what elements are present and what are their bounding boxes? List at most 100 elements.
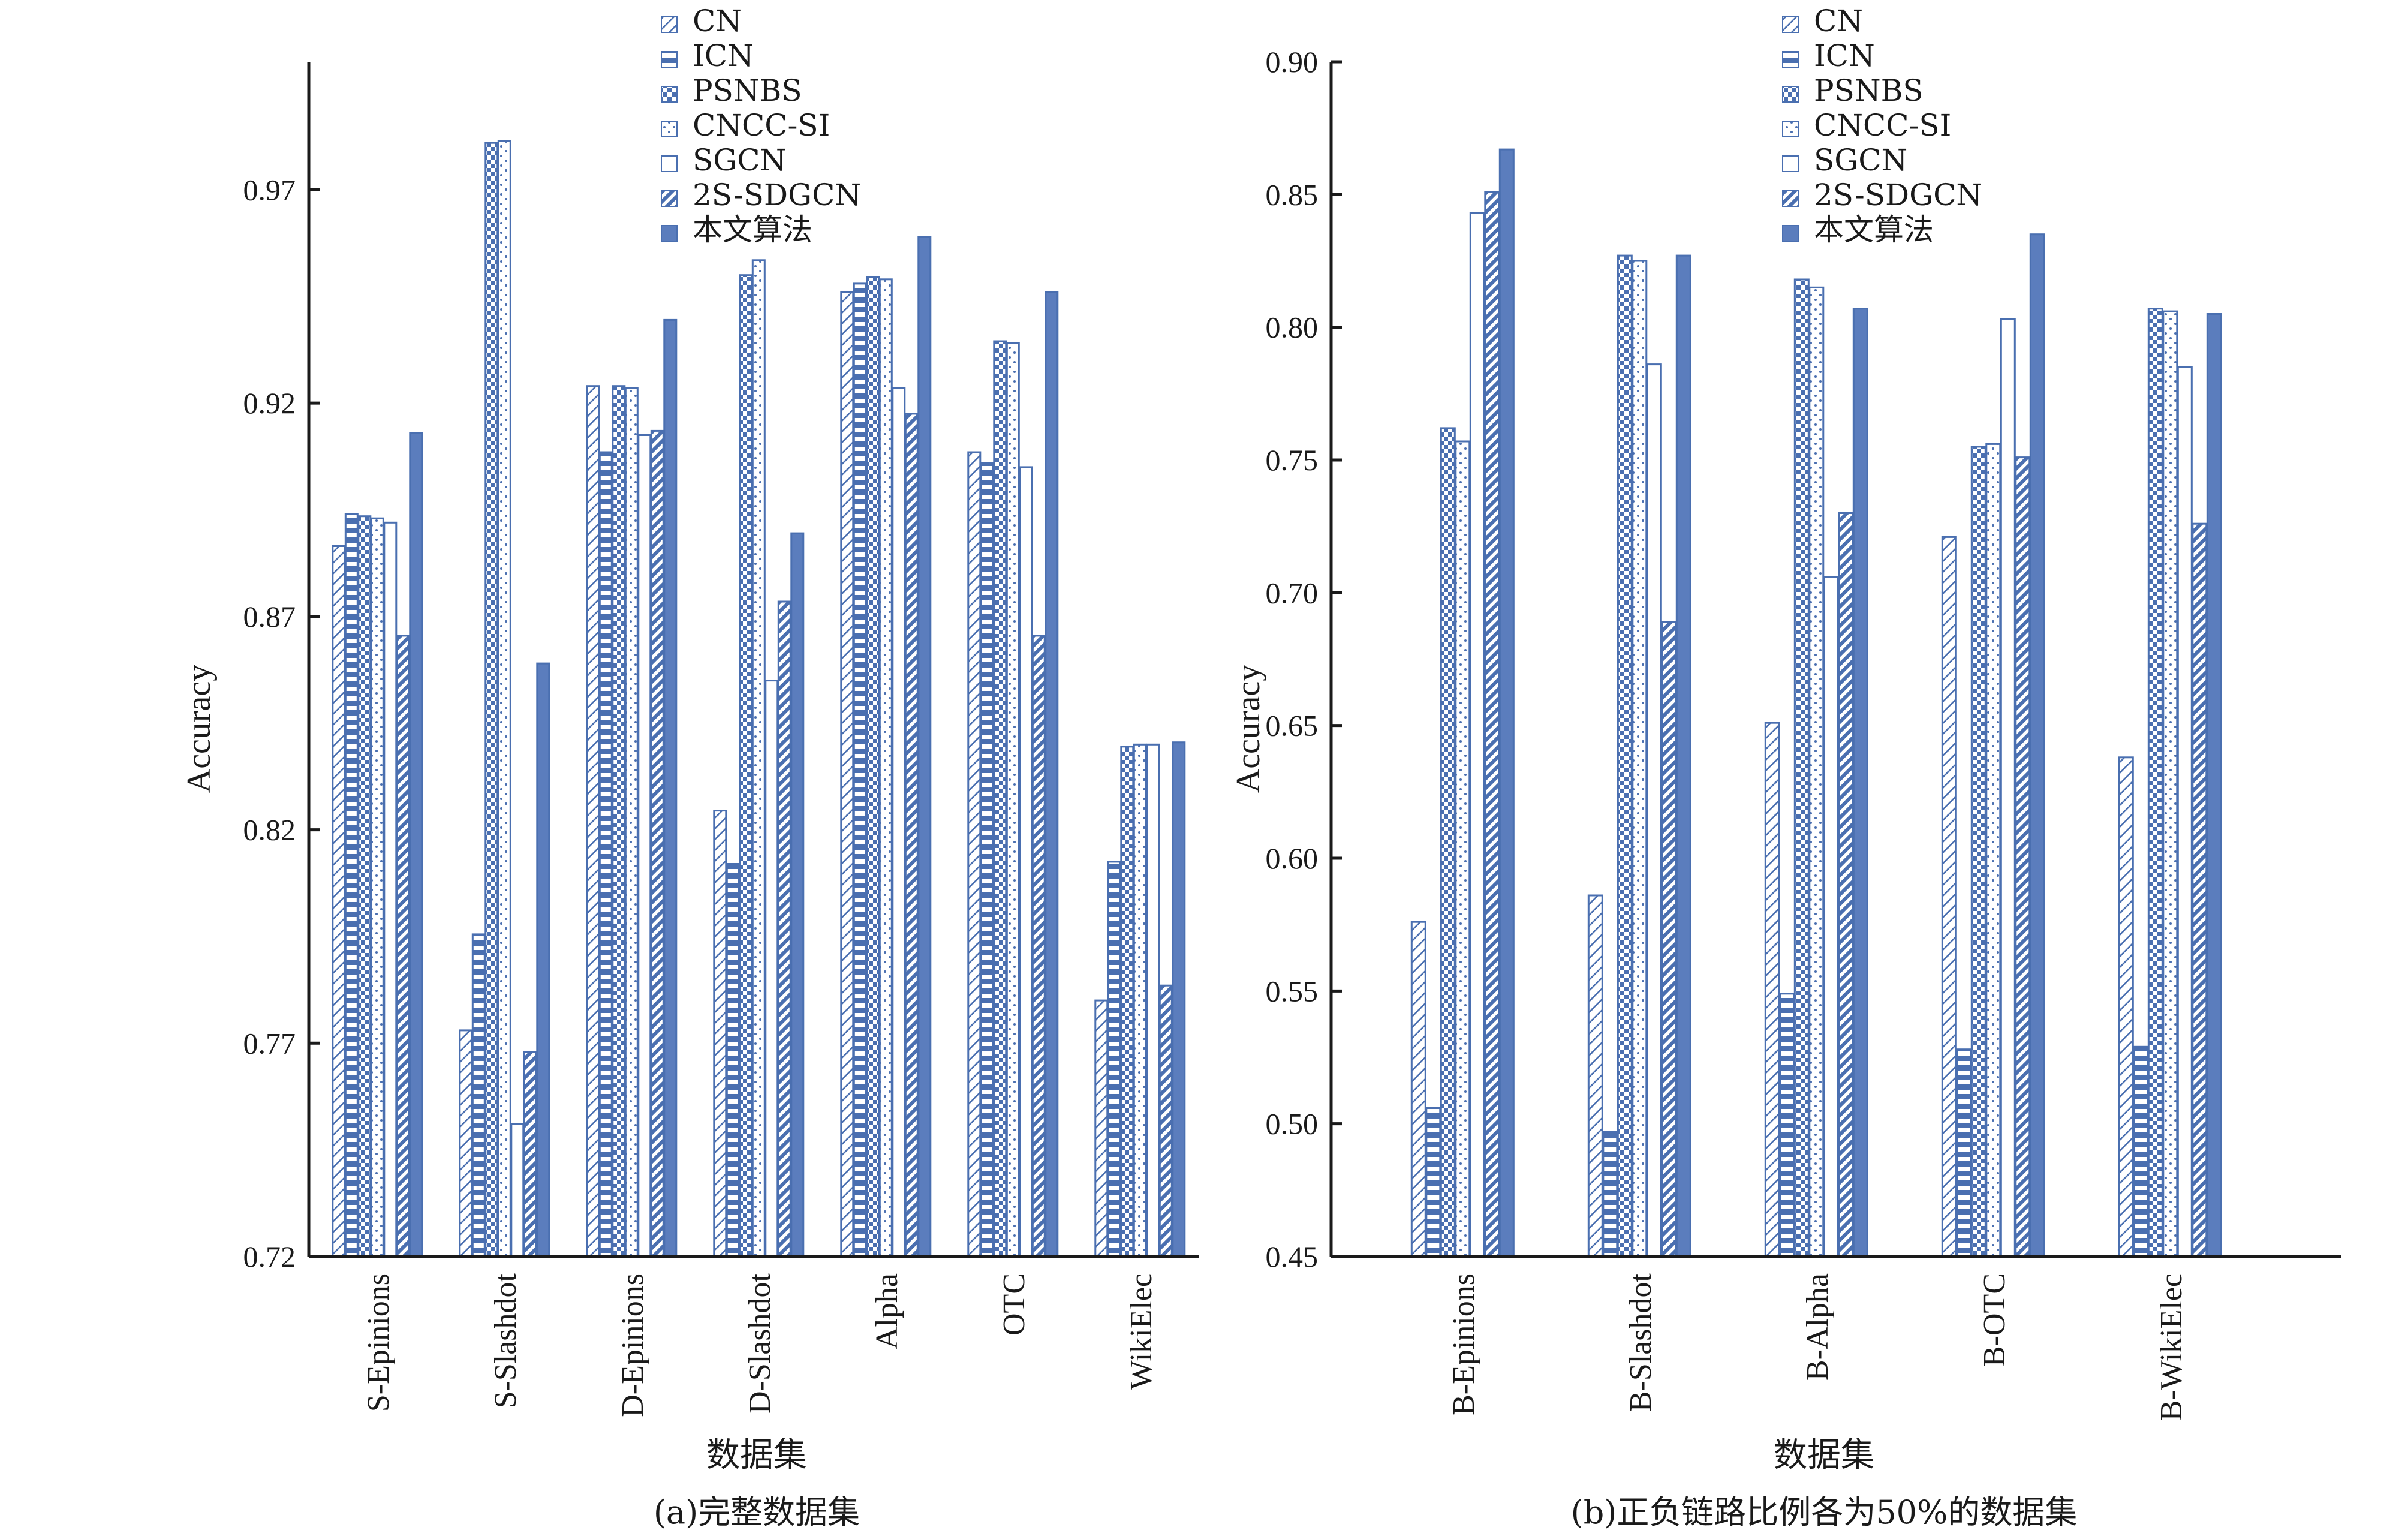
bar-a-Alpha-PSNBS xyxy=(866,276,880,1258)
bar-b-B-WikiElec-ICN xyxy=(2133,1045,2149,1258)
bar-b-B-OTC-2S-SDGCN xyxy=(2015,456,2031,1258)
bar-a-S-Epinions-ICN xyxy=(344,513,359,1258)
bar-b-B-WikiElec-SGCN xyxy=(2177,366,2193,1258)
category-label-a-6: WikiElec xyxy=(1124,1273,1158,1390)
legend-swatch-a-6 xyxy=(661,225,678,242)
legend-swatch-b-5 xyxy=(1782,190,1799,207)
bar-a-WikiElec-CN xyxy=(1094,999,1109,1258)
y-tick-label-b-4: 0.65 xyxy=(1266,709,1319,743)
bar-a-Alpha-CN xyxy=(840,291,854,1258)
bar-b-B-Slashdot-ICN xyxy=(1602,1131,1618,1258)
legend-swatch-b-4 xyxy=(1782,155,1799,172)
category-label-b-2: B-Alpha xyxy=(1801,1273,1835,1381)
bar-b-B-Epinions-SGCN xyxy=(1469,212,1485,1258)
bar-a-WikiElec-本文算法 xyxy=(1172,741,1186,1258)
chart-b-axes: B-Epinions B-Slashdot B-Alpha B-OTC B-WikiEl… xyxy=(1266,45,2341,1421)
bar-b-B-OTC-CNCC-SI xyxy=(1985,443,2001,1258)
category-label-a-2: D-Epinions xyxy=(616,1273,650,1417)
bar-a-Alpha-SGCN xyxy=(892,387,906,1258)
bar-b-B-Alpha-CNCC-SI xyxy=(1808,286,1825,1258)
bar-b-B-Slashdot-CN xyxy=(1587,894,1603,1258)
legend-swatch-b-0 xyxy=(1782,16,1799,33)
bar-a-D-Slashdot-2S-SDGCN xyxy=(777,600,791,1258)
bar-a-OTC-SGCN xyxy=(1019,466,1033,1258)
y-tick-label-b-3: 0.60 xyxy=(1266,841,1319,875)
y-tick-label-b-8: 0.85 xyxy=(1266,178,1319,211)
bar-b-B-Epinions-CN xyxy=(1410,921,1426,1258)
y-tick-label-b-7: 0.80 xyxy=(1266,311,1319,344)
bar-a-D-Epinions-本文算法 xyxy=(663,318,678,1258)
bar-b-B-Alpha-ICN xyxy=(1779,993,1795,1258)
y-tick-label-b-6: 0.75 xyxy=(1266,443,1319,477)
category-label-a-5: OTC xyxy=(997,1273,1031,1336)
y-tick-label-a-2: 0.82 xyxy=(243,813,296,847)
bar-a-D-Epinions-CNCC-SI xyxy=(624,387,639,1258)
category-label-b-4: B-WikiElec xyxy=(2154,1273,2189,1421)
legend-swatch-b-2 xyxy=(1782,86,1799,103)
legend-label-a-6: 本文算法 xyxy=(693,212,812,247)
bar-b-B-WikiElec-2S-SDGCN xyxy=(2192,522,2208,1258)
category-label-a-3: D-Slashdot xyxy=(743,1273,777,1414)
bar-b-B-Slashdot-PSNBS xyxy=(1617,254,1633,1258)
legend-label-a-3: CNCC-SI xyxy=(693,108,830,143)
bar-a-OTC-CN xyxy=(967,451,982,1258)
legend-label-a-5: 2S-SDGCN xyxy=(693,178,861,212)
bar-a-D-Epinions-2S-SDGCN xyxy=(650,429,664,1258)
chart-b-ylabel: Accuracy xyxy=(1230,665,1267,793)
chart-a-xlabel: 数据集 xyxy=(706,1437,807,1474)
bar-a-WikiElec-PSNBS xyxy=(1120,746,1134,1258)
bar-a-S-Epinions-本文算法 xyxy=(409,432,423,1258)
legend-label-b-3: CNCC-SI xyxy=(1814,108,1951,143)
bar-a-S-Slashdot-2S-SDGCN xyxy=(523,1051,537,1258)
y-tick-label-a-3: 0.87 xyxy=(243,600,296,633)
bar-a-D-Slashdot-ICN xyxy=(726,863,740,1258)
bar-a-WikiElec-2S-SDGCN xyxy=(1158,984,1173,1258)
bar-b-B-OTC-ICN xyxy=(1956,1048,1972,1258)
legend-label-b-2: PSNBS xyxy=(1814,73,1924,108)
y-tick-label-b-1: 0.50 xyxy=(1266,1107,1319,1141)
bar-a-D-Slashdot-CN xyxy=(713,810,727,1258)
legend-label-a-0: CN xyxy=(693,4,742,38)
y-tick-label-b-2: 0.55 xyxy=(1266,974,1319,1008)
bar-a-S-Slashdot-本文算法 xyxy=(536,662,550,1258)
category-label-a-1: S-Slashdot xyxy=(489,1273,523,1408)
bar-a-S-Slashdot-CN xyxy=(459,1029,473,1258)
bar-b-B-OTC-CN xyxy=(1941,536,1957,1258)
bar-a-D-Epinions-PSNBS xyxy=(612,385,626,1258)
bar-b-B-OTC-SGCN xyxy=(2000,318,2016,1258)
bar-b-B-Slashdot-2S-SDGCN xyxy=(1661,621,1677,1258)
legend-swatch-b-3 xyxy=(1782,121,1799,137)
legend-label-b-5: 2S-SDGCN xyxy=(1814,178,1982,212)
category-label-a-4: Alpha xyxy=(870,1273,904,1349)
bar-a-S-Slashdot-PSNBS xyxy=(484,142,499,1258)
bar-b-B-OTC-PSNBS xyxy=(1970,446,1986,1258)
y-tick-label-a-0: 0.72 xyxy=(243,1240,296,1273)
bar-a-OTC-PSNBS xyxy=(993,340,1007,1258)
legend-swatch-b-1 xyxy=(1782,51,1799,68)
chart-a: S-Epinions S-Slashdot D-Epinions D-Slashdot… xyxy=(180,62,1199,1530)
category-label-b-3: B-OTC xyxy=(1977,1273,2012,1367)
y-tick-label-b-0: 0.45 xyxy=(1266,1240,1319,1273)
chart-b-xlabel: 数据集 xyxy=(1774,1437,1874,1474)
chart-b-caption: (b)正负链路比例各为50%的数据集 xyxy=(1571,1493,2078,1530)
bar-a-S-Slashdot-ICN xyxy=(471,933,486,1258)
bar-a-Alpha-ICN xyxy=(853,282,867,1258)
bar-b-B-Epinions-ICN xyxy=(1425,1107,1441,1258)
bar-b-B-OTC-本文算法 xyxy=(2029,233,2045,1258)
chart-b: B-Epinions B-Slashdot B-Alpha B-OTC B-WikiEl… xyxy=(1230,45,2341,1530)
bar-a-D-Slashdot-PSNBS xyxy=(739,274,753,1258)
bar-a-OTC-CNCC-SI xyxy=(1006,342,1020,1258)
legend-swatch-a-2 xyxy=(661,86,678,103)
bar-a-S-Slashdot-SGCN xyxy=(510,1123,525,1258)
bar-a-WikiElec-CNCC-SI xyxy=(1133,743,1147,1258)
bar-a-Alpha-CNCC-SI xyxy=(878,278,893,1258)
bar-b-B-Epinions-2S-SDGCN xyxy=(1484,191,1500,1258)
bar-a-OTC-2S-SDGCN xyxy=(1031,635,1046,1258)
bar-a-S-Epinions-CN xyxy=(332,545,346,1258)
bar-a-S-Epinions-CNCC-SI xyxy=(370,517,384,1258)
legend-label-a-2: PSNBS xyxy=(693,73,802,108)
legend-swatch-a-4 xyxy=(661,155,678,172)
y-tick-label-a-4: 0.92 xyxy=(243,386,296,420)
bar-a-D-Epinions-ICN xyxy=(598,451,613,1258)
